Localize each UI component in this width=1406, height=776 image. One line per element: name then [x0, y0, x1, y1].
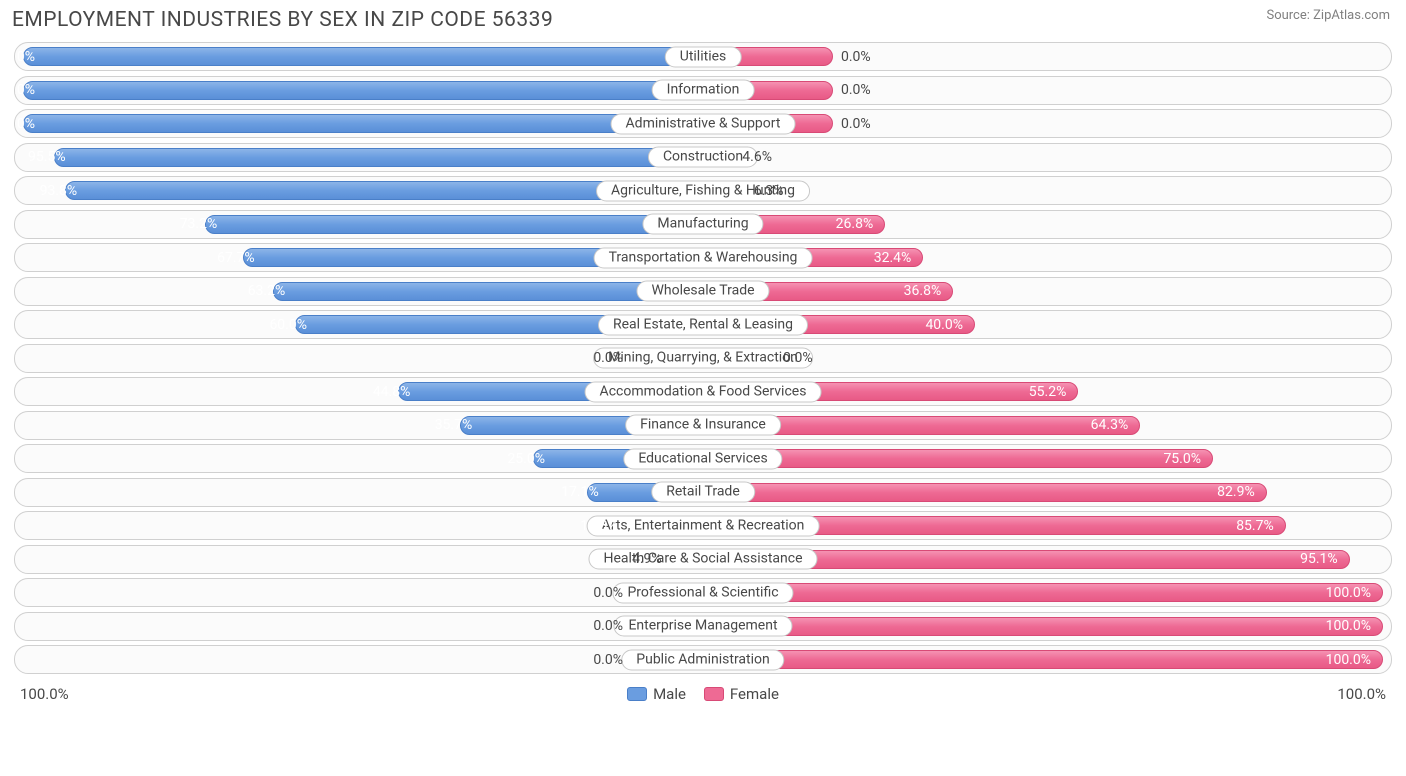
category-label: Health Care & Social Assistance — [588, 549, 817, 570]
male-swatch-icon — [627, 687, 647, 701]
male-bar — [54, 148, 703, 167]
chart-row: Information 100.0% 0.0% — [14, 76, 1392, 105]
male-value: 63.2% — [248, 283, 286, 299]
chart-source: Source: ZipAtlas.com — [1266, 8, 1390, 23]
chart-row: Educational Services 25.0% 75.0% — [14, 444, 1392, 473]
male-value: 0.0% — [593, 652, 623, 668]
female-value: 36.8% — [904, 283, 942, 299]
chart-row: Agriculture, Fishing & Hunting93.8%6.3% — [14, 176, 1392, 205]
female-value: 40.0% — [925, 317, 963, 333]
female-value: 6.3% — [754, 183, 784, 199]
female-value: 85.7% — [1236, 518, 1274, 534]
legend-female-label: Female — [730, 685, 779, 703]
female-bar — [703, 617, 1383, 636]
male-value: 100.0% — [14, 82, 35, 98]
category-label: Real Estate, Rental & Leasing — [598, 314, 808, 335]
chart-row: Health Care & Social Assistance4.9% 95.1% — [14, 545, 1392, 574]
category-label: Public Administration — [621, 649, 784, 670]
chart-title: EMPLOYMENT INDUSTRIES BY SEX IN ZIP CODE… — [12, 8, 553, 32]
category-label: Manufacturing — [642, 214, 763, 235]
axis-left-label: 100.0% — [20, 685, 69, 703]
category-label: Arts, Entertainment & Recreation — [587, 515, 820, 536]
male-value: 44.8% — [373, 384, 411, 400]
category-label: Administrative & Support — [611, 113, 796, 134]
male-value: 93.8% — [40, 183, 78, 199]
female-bar — [703, 483, 1267, 502]
category-label: Information — [652, 80, 755, 101]
female-swatch-icon — [704, 687, 724, 701]
female-value: 95.1% — [1300, 551, 1338, 567]
male-value: 17.1% — [561, 484, 599, 500]
category-label: Mining, Quarrying, & Extraction — [593, 348, 813, 369]
legend-male: Male — [627, 685, 686, 703]
male-value: 100.0% — [14, 116, 35, 132]
chart-row: Administrative & Support 100.0% 0.0% — [14, 109, 1392, 138]
chart-row: Accommodation & Food Services 44.8% 55.2% — [14, 377, 1392, 406]
chart-row: Utilities 100.0% 0.0% — [14, 42, 1392, 71]
category-label: Accommodation & Food Services — [585, 381, 822, 402]
legend-female: Female — [704, 685, 779, 703]
female-value: 100.0% — [1326, 585, 1371, 601]
category-label: Educational Services — [623, 448, 782, 469]
male-value: 14.3% — [580, 518, 618, 534]
female-value: 0.0% — [783, 350, 813, 366]
category-label: Retail Trade — [651, 482, 755, 503]
male-value: 95.5% — [28, 149, 66, 165]
chart-row: Arts, Entertainment & Recreation14.3% 85.… — [14, 511, 1392, 540]
male-value: 100.0% — [14, 49, 35, 65]
chart-row: Wholesale Trade 63.2% 36.8% — [14, 277, 1392, 306]
female-value: 75.0% — [1163, 451, 1201, 467]
male-value: 73.2% — [180, 216, 218, 232]
male-value: 60.0% — [269, 317, 307, 333]
category-label: Wholesale Trade — [636, 281, 769, 302]
male-value: 0.0% — [593, 585, 623, 601]
male-value: 0.0% — [593, 350, 623, 366]
category-label: Professional & Scientific — [612, 582, 793, 603]
female-value: 64.3% — [1091, 417, 1129, 433]
female-value: 100.0% — [1326, 652, 1371, 668]
category-label: Enterprise Management — [613, 616, 792, 637]
chart-row: Transportation & Warehousing 67.7% 32.4% — [14, 243, 1392, 272]
legend: Male Female — [627, 685, 779, 703]
female-value: 0.0% — [841, 116, 871, 132]
chart-row: Retail Trade 17.1% 82.9% — [14, 478, 1392, 507]
chart-row: Enterprise Management0.0% 100.0% — [14, 612, 1392, 641]
female-value: 55.2% — [1029, 384, 1067, 400]
female-bar — [703, 650, 1383, 669]
female-value: 32.4% — [874, 250, 912, 266]
category-label: Finance & Insurance — [625, 415, 781, 436]
category-label: Transportation & Warehousing — [594, 247, 813, 268]
male-bar — [23, 47, 703, 66]
male-value: 67.7% — [217, 250, 255, 266]
female-value: 100.0% — [1326, 618, 1371, 634]
male-value: 4.9% — [632, 551, 662, 567]
chart-row: Professional & Scientific0.0% 100.0% — [14, 578, 1392, 607]
chart-row: Public Administration0.0% 100.0% — [14, 645, 1392, 674]
female-bar — [703, 583, 1383, 602]
chart-row: Construction95.5%4.6% — [14, 143, 1392, 172]
male-bar — [23, 114, 703, 133]
female-value: 0.0% — [841, 49, 871, 65]
chart-container: Utilities 100.0% 0.0% Information 100.0% 0.0%… — [0, 36, 1406, 674]
female-value: 0.0% — [841, 82, 871, 98]
male-value: 25.0% — [507, 451, 545, 467]
male-bar — [205, 215, 703, 234]
female-value: 26.8% — [836, 216, 874, 232]
female-value: 4.6% — [742, 149, 772, 165]
axis-right-label: 100.0% — [1337, 685, 1386, 703]
legend-male-label: Male — [653, 685, 686, 703]
chart-row: Finance & Insurance 35.7% 64.3% — [14, 411, 1392, 440]
chart-row: Manufacturing 73.2% 26.8% — [14, 210, 1392, 239]
male-bar — [23, 81, 703, 100]
male-value: 0.0% — [593, 618, 623, 634]
chart-row: Real Estate, Rental & Leasing 60.0% 40.0% — [14, 310, 1392, 339]
male-value: 35.7% — [435, 417, 473, 433]
chart-row: Mining, Quarrying, & Extraction0.0% 0.0% — [14, 344, 1392, 373]
category-label: Utilities — [665, 46, 742, 67]
female-value: 82.9% — [1217, 484, 1255, 500]
